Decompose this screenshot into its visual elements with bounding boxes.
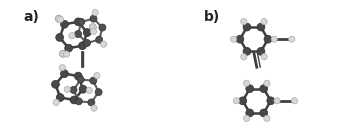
Circle shape: [261, 54, 267, 60]
Circle shape: [261, 18, 267, 25]
Circle shape: [95, 89, 102, 96]
Circle shape: [233, 98, 240, 104]
Circle shape: [64, 86, 70, 92]
Circle shape: [231, 36, 237, 42]
Circle shape: [57, 16, 64, 23]
Circle shape: [79, 85, 87, 93]
Circle shape: [241, 54, 247, 60]
Circle shape: [83, 29, 91, 37]
Circle shape: [52, 80, 59, 88]
Circle shape: [88, 99, 95, 106]
Circle shape: [239, 97, 247, 105]
Circle shape: [56, 94, 64, 102]
Circle shape: [243, 47, 251, 55]
Circle shape: [246, 85, 254, 93]
Circle shape: [260, 109, 268, 117]
Circle shape: [271, 36, 277, 42]
Circle shape: [90, 28, 96, 35]
Circle shape: [77, 76, 84, 83]
Circle shape: [69, 33, 75, 39]
Circle shape: [264, 80, 270, 86]
Circle shape: [75, 31, 82, 38]
Circle shape: [91, 105, 97, 111]
Circle shape: [264, 115, 270, 122]
Circle shape: [246, 109, 254, 117]
Circle shape: [90, 15, 97, 22]
Circle shape: [64, 51, 70, 57]
Circle shape: [83, 39, 91, 46]
Circle shape: [291, 98, 297, 104]
Circle shape: [243, 23, 251, 31]
Circle shape: [70, 96, 78, 104]
Circle shape: [99, 24, 106, 31]
Circle shape: [74, 72, 82, 80]
Circle shape: [86, 87, 92, 93]
Circle shape: [236, 35, 244, 43]
Circle shape: [75, 98, 82, 105]
Circle shape: [92, 10, 98, 16]
Circle shape: [59, 65, 65, 71]
Circle shape: [260, 85, 268, 93]
Circle shape: [264, 35, 272, 43]
Circle shape: [244, 80, 250, 86]
Text: b): b): [204, 10, 220, 24]
Circle shape: [89, 24, 96, 31]
Circle shape: [56, 33, 64, 41]
Circle shape: [70, 86, 77, 93]
Circle shape: [61, 20, 68, 28]
Circle shape: [244, 115, 250, 122]
Circle shape: [78, 18, 85, 25]
Circle shape: [60, 50, 66, 57]
Circle shape: [257, 23, 265, 31]
Circle shape: [267, 97, 275, 105]
Circle shape: [53, 99, 59, 105]
Circle shape: [241, 18, 247, 25]
Circle shape: [90, 77, 97, 84]
Circle shape: [257, 47, 265, 55]
Circle shape: [55, 15, 62, 22]
Circle shape: [289, 36, 295, 42]
Circle shape: [94, 72, 100, 79]
Circle shape: [274, 98, 280, 104]
Circle shape: [79, 42, 86, 50]
Circle shape: [61, 70, 68, 78]
Circle shape: [100, 41, 107, 47]
Circle shape: [74, 18, 82, 26]
Circle shape: [96, 36, 103, 43]
Text: a): a): [23, 10, 39, 24]
Circle shape: [65, 44, 73, 52]
